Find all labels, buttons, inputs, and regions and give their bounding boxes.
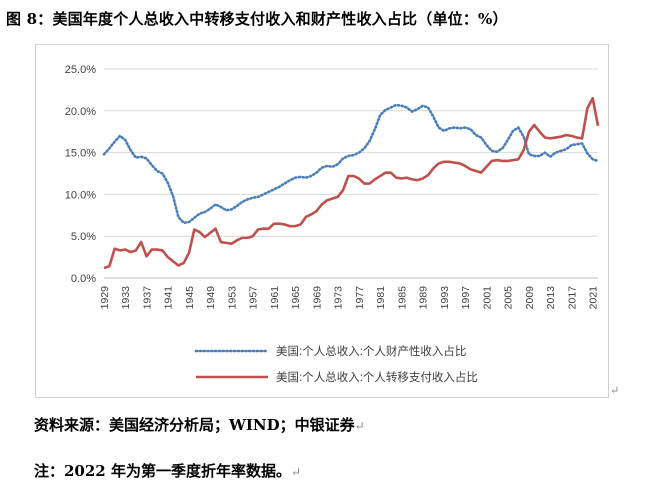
x-tick-label: 1985 [396,286,408,310]
x-tick-label: 1993 [439,286,451,310]
x-tick-label: 1965 [290,286,302,310]
source-note-text: 资料来源：美国经济分析局；WIND；中银证券 [34,416,355,434]
x-tick-label: 2021 [588,286,600,310]
y-axis-ticks: 0.0% 5.0% 10.0% 15.0% 20.0% 25.0% [65,64,96,285]
footnote: 注：2022 年为第一季度折年率数据。↵ [34,460,301,481]
x-tick-label: 1929 [99,286,111,310]
x-tick-label: 1949 [205,286,217,310]
x-tick-label: 1961 [269,286,281,310]
x-tick-label: 1941 [163,286,175,310]
series-property-income-line [102,103,600,225]
x-tick-label: 1977 [354,286,366,310]
y-tick-label: 5.0% [71,231,96,243]
x-tick-label: 2005 [503,286,515,310]
x-tick-label: 2017 [566,286,578,310]
paragraph-mark: ↵ [610,384,620,397]
x-tick-label: 1957 [248,286,260,310]
x-tick-label: 1997 [460,286,472,310]
figure-title: 图 8：美国年度个人总收入中转移支付收入和财产性收入占比（单位：%） [6,10,508,28]
x-tick-label: 1933 [120,286,132,310]
x-tick-label: 2009 [524,286,536,310]
footnote-text: 注：2022 年为第一季度折年率数据。 [34,462,291,480]
chart-frame: 0.0% 5.0% 10.0% 15.0% 20.0% 25.0% 1929 1933 193… [35,44,609,398]
gridlines [104,68,598,279]
source-note: 资料来源：美国经济分析局；WIND；中银证券↵ [34,414,365,435]
x-tick-label: 1937 [141,286,153,310]
footnote-paragraph-mark: ↵ [290,465,302,479]
x-tick-label: 1945 [184,286,196,310]
y-tick-label: 25.0% [65,64,96,76]
x-tick-label: 1953 [226,286,238,310]
x-tick-label: 1973 [333,286,345,310]
source-paragraph-mark: ↵ [354,419,365,433]
x-tick-label: 1981 [375,286,387,310]
legend-label: 美国:个人总收入:个人转移支付收入占比 [276,370,478,384]
series-transfer-income-line [103,96,600,270]
x-axis-ticks: 1929 1933 1937 1941 1945 1949 1953 1957 1961 1965… [99,286,600,310]
y-tick-label: 0.0% [71,273,96,285]
legend-label: 美国:个人总收入:个人财产性收入占比 [276,344,466,358]
x-tick-label: 1989 [418,286,430,310]
y-tick-label: 15.0% [65,148,96,160]
x-tick-label: 1969 [311,286,323,310]
line-chart: 0.0% 5.0% 10.0% 15.0% 20.0% 25.0% 1929 1933 193… [65,64,600,384]
x-tick-label: 2013 [545,286,557,310]
series-lines [102,96,600,270]
y-tick-label: 20.0% [65,106,96,118]
y-tick-label: 10.0% [65,189,96,201]
x-tick-label: 2001 [481,286,493,310]
